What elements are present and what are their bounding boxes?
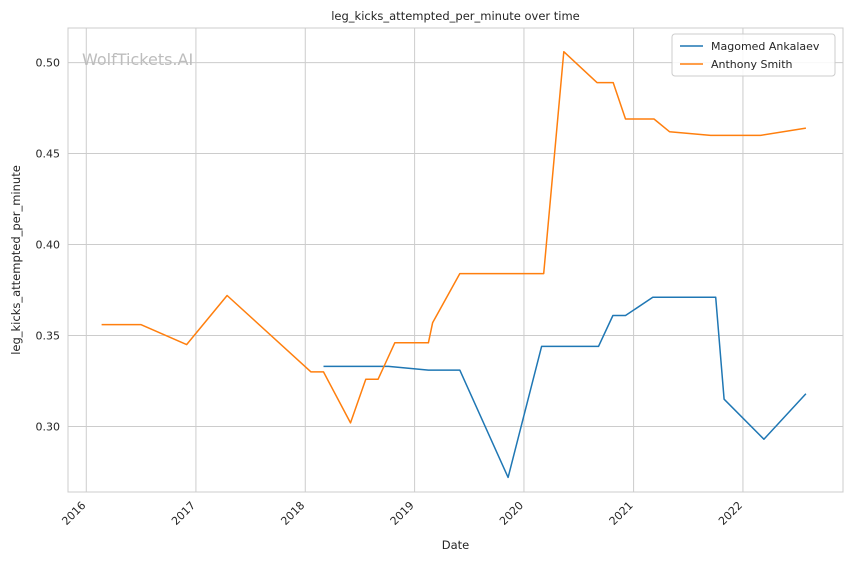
series-lines bbox=[101, 50, 807, 479]
y-tick-label: 0.50 bbox=[36, 57, 61, 70]
watermark: WolfTickets.AI bbox=[82, 50, 193, 69]
series-line-anthony-smith bbox=[101, 50, 807, 424]
series-line-magomed-ankalaev bbox=[323, 296, 807, 479]
y-tick-label: 0.35 bbox=[36, 330, 61, 343]
legend-label-magomed-ankalaev: Magomed Ankalaev bbox=[711, 40, 820, 53]
x-axis-label: Date bbox=[442, 538, 470, 552]
y-tick-label: 0.40 bbox=[36, 239, 61, 252]
legend: Magomed Ankalaev Anthony Smith bbox=[671, 33, 836, 77]
plot-area-frame bbox=[67, 27, 844, 493]
y-tick-label: 0.30 bbox=[36, 420, 61, 433]
legend-label-anthony-smith: Anthony Smith bbox=[711, 58, 793, 71]
chart-title: leg_kicks_attempted_per_minute over time bbox=[331, 9, 580, 23]
y-axis-label: leg_kicks_attempted_per_minute bbox=[9, 165, 23, 355]
legend-box bbox=[671, 33, 836, 77]
y-tick-label: 0.45 bbox=[36, 148, 61, 161]
